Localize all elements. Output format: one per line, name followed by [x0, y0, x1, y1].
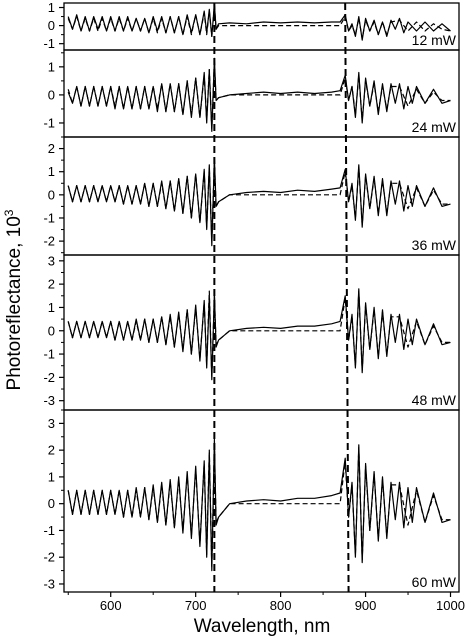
y-axis-title: Photoreflectance, 103: [2, 209, 25, 390]
y-tick-label: -1: [43, 347, 55, 362]
y-tick-label: 0: [48, 496, 55, 511]
reference-lines: [213, 2, 350, 593]
panel-2: -2 -1 0 1 2 36 mW: [43, 136, 460, 256]
y-axis-title-superscript: 3: [2, 209, 16, 216]
panel-1: -1 0 1 24 mW: [43, 49, 460, 138]
panel-power-label: 60 mW: [412, 574, 457, 590]
y-tick-label: -1: [43, 210, 55, 225]
x-tick-label: 1000: [436, 598, 465, 613]
y-tick-label: 2: [48, 277, 55, 292]
panel-power-label: 24 mW: [412, 119, 457, 135]
y-tick-label: 1: [48, 469, 55, 484]
y-tick-label: 1: [48, 300, 55, 315]
panel-power-label: 48 mW: [412, 392, 457, 408]
panel-frame: [63, 2, 460, 51]
panel-0: -1 0 1 12 mW: [43, 0, 460, 51]
measured-curve: [67, 288, 451, 381]
y-tick-label: -3: [43, 576, 55, 591]
y-tick-label: 1: [48, 59, 55, 74]
calculated-curve: [67, 290, 451, 378]
x-tick-label: 600: [100, 598, 122, 613]
panel-frame: [63, 409, 460, 593]
y-tick-label: 2: [48, 443, 55, 458]
y-tick-label: 2: [48, 141, 55, 156]
x-tick-label: 900: [355, 598, 377, 613]
y-tick-label: -2: [43, 550, 55, 565]
panel-frame: [63, 49, 460, 138]
x-tick-label: 800: [270, 598, 292, 613]
panel-4: -3 -2 -1 0 1 2 3 60 mW: [43, 409, 460, 593]
x-axis: 600 700 800 900 1000: [67, 592, 465, 613]
y-tick-label: -3: [43, 393, 55, 408]
x-axis-title: Wavelength, nm: [194, 616, 331, 637]
panel-3: -3 -2 -1 0 1 2 3 48 mW: [43, 253, 460, 411]
calculated-curve: [67, 444, 451, 569]
panel-frame: [63, 254, 460, 411]
panel-power-label: 12 mW: [412, 32, 457, 48]
y-tick-label: -1: [43, 115, 55, 130]
measured-curve: [67, 438, 451, 572]
y-tick-label: -1: [43, 523, 55, 538]
panel-frame: [63, 136, 460, 256]
y-tick-label: -2: [43, 370, 55, 385]
y-tick-label: 0: [48, 87, 55, 102]
y-axis-title-text: Photoreflectance, 10: [4, 216, 25, 390]
y-tick-label: 1: [48, 164, 55, 179]
calculated-curve: [67, 5, 451, 39]
y-tick-label: 0: [48, 323, 55, 338]
panel-power-label: 36 mW: [412, 237, 457, 253]
panels-group: -1 0 1 12 mW -1 0 1 24 mW -2 -1 0 1 2 36 mW -3 -2 -1 0 1 2 3…: [43, 0, 460, 593]
dashed-reference-line: [344, 2, 350, 593]
y-tick-label: 0: [48, 187, 55, 202]
y-tick-label: 0: [48, 18, 55, 33]
y-tick-label: 1: [48, 0, 55, 15]
y-tick-label: -2: [43, 234, 55, 249]
y-tick-label: 3: [48, 416, 55, 431]
y-tick-label: -1: [43, 36, 55, 51]
measured-curve: [67, 157, 451, 247]
y-tick-label: 3: [48, 253, 55, 268]
calculated-curve: [67, 159, 451, 242]
x-tick-label: 700: [185, 598, 207, 613]
